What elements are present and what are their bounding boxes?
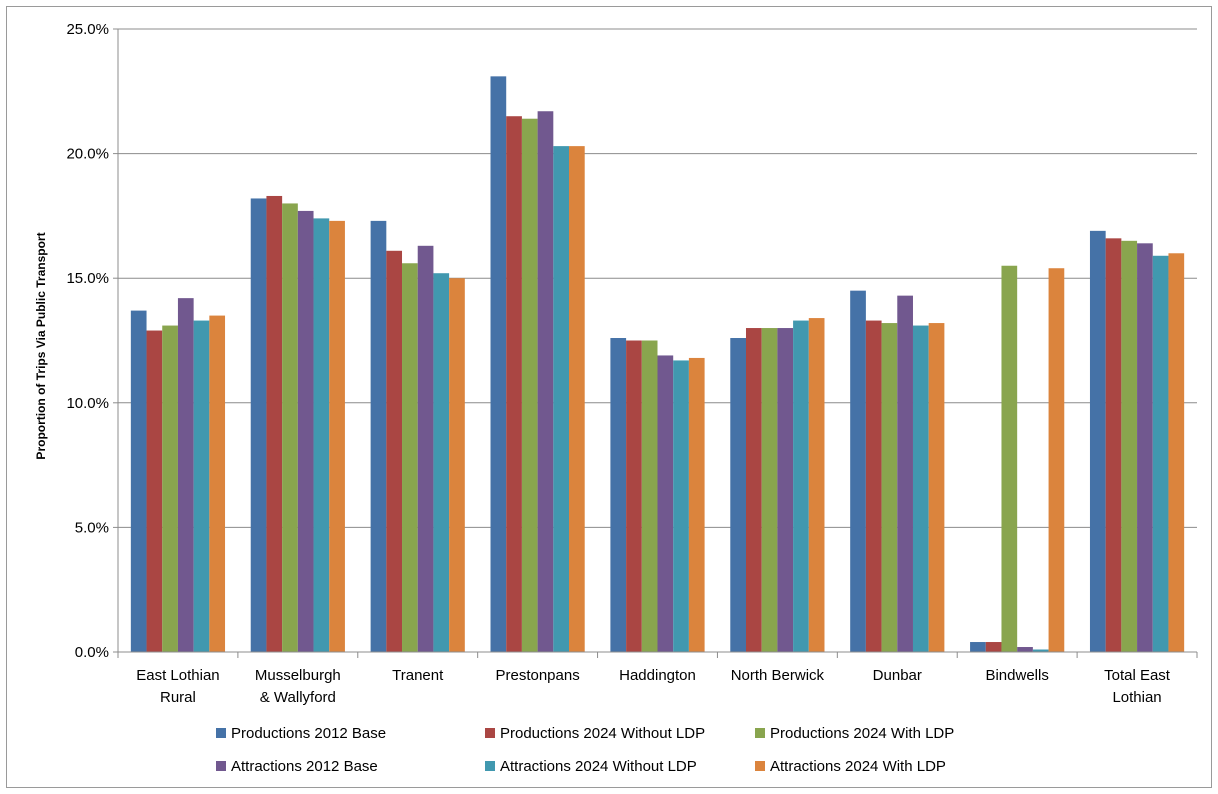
legend-label: Attractions 2024 Without LDP (500, 758, 697, 775)
bar (912, 325, 929, 652)
legend-label: Attractions 2024 With LDP (770, 758, 946, 775)
bars-group (130, 76, 1185, 653)
chart-frame: 0.0% 5.0% 10.0% 15.0% 20.0% 25.0% East Lothia… (6, 6, 1212, 788)
bar (808, 318, 825, 652)
x-category-label: Tranent (392, 667, 444, 684)
x-category-label: Total East Lothian (1104, 667, 1171, 706)
bar (897, 295, 913, 652)
bar (329, 220, 345, 652)
legend-swatch (755, 728, 765, 738)
legend-label: Productions 2024 With LDP (770, 725, 954, 742)
bar (506, 116, 522, 653)
bar (402, 263, 418, 652)
bar (297, 210, 314, 653)
bar (537, 111, 554, 653)
legend-label: Attractions 2012 Base (231, 758, 378, 775)
y-tick-label: 5.0% (75, 519, 109, 536)
bar (850, 290, 866, 652)
bar (130, 310, 147, 652)
bar (569, 146, 585, 652)
legend-item: Attractions 2024 Without LDP (485, 758, 697, 775)
y-tick-label: 0.0% (75, 644, 109, 661)
legend-item: Productions 2024 Without LDP (485, 725, 705, 742)
bar (1105, 238, 1122, 652)
x-category-label: Dunbar (873, 667, 922, 684)
bar (1089, 230, 1106, 652)
legend-label: Productions 2024 Without LDP (500, 725, 705, 742)
bar (641, 340, 658, 652)
bar (417, 245, 434, 653)
bar (610, 338, 627, 652)
y-tick-label: 10.0% (66, 395, 109, 412)
bar (490, 76, 507, 653)
bar (1152, 255, 1169, 652)
bar (673, 360, 689, 652)
bar (177, 298, 194, 652)
bar (282, 203, 298, 652)
x-category-labels: East Lothian Rural Musselburgh & Wallyford T… (136, 667, 1171, 706)
legend-swatch (216, 728, 226, 738)
x-category-label: Haddington (619, 667, 696, 684)
x-category-label: North Berwick (731, 667, 825, 684)
legend-label: Productions 2012 Base (231, 725, 386, 742)
bar (1017, 647, 1033, 652)
bar (1001, 265, 1018, 652)
bar (985, 642, 1002, 652)
bar (1137, 243, 1153, 652)
legend-swatch (485, 728, 495, 738)
legend-item: Productions 2012 Base (216, 725, 386, 742)
legend-item: Productions 2024 With LDP (755, 725, 954, 742)
y-tick-label: 25.0% (66, 21, 109, 38)
x-category-label: Musselburgh & Wallyford (255, 667, 341, 706)
legend: Productions 2012 Base Productions 2024 Wi… (216, 725, 954, 775)
legend-swatch (755, 761, 765, 771)
bar (761, 328, 778, 652)
bar (865, 320, 882, 652)
legend-item: Attractions 2012 Base (216, 758, 378, 775)
bar (521, 118, 538, 652)
bar (1032, 649, 1049, 652)
bar (386, 250, 403, 653)
bar (881, 323, 898, 652)
bar (146, 330, 163, 652)
y-tick-labels: 0.0% 5.0% 10.0% 15.0% 20.0% 25.0% (66, 21, 109, 661)
bar (688, 357, 705, 652)
bar (209, 315, 226, 652)
bar (1168, 253, 1185, 652)
chart-svg: 0.0% 5.0% 10.0% 15.0% 20.0% 25.0% East Lothia… (34, 21, 1198, 775)
bar (730, 338, 746, 652)
legend-swatch (485, 761, 495, 771)
bar (553, 146, 570, 652)
bar (433, 273, 450, 652)
legend-swatch (216, 761, 226, 771)
bar (745, 328, 762, 652)
bar (928, 323, 945, 652)
bar (370, 220, 387, 652)
bar (193, 320, 210, 652)
bar (657, 355, 674, 652)
bar (793, 320, 809, 652)
bar (777, 328, 794, 652)
y-tick-label: 20.0% (66, 146, 109, 163)
y-axis-label: Proportion of Trips Via Public Transport (34, 232, 48, 459)
bar (162, 325, 178, 652)
bar (313, 218, 330, 652)
bar (1121, 240, 1138, 652)
x-category-label: East Lothian Rural (136, 667, 219, 706)
bar (250, 198, 267, 652)
y-tick-label: 15.0% (66, 270, 109, 287)
x-category-label: Prestonpans (495, 667, 579, 684)
bar (266, 195, 283, 652)
bar (449, 278, 465, 652)
bar (970, 642, 986, 652)
legend-item: Attractions 2024 With LDP (755, 758, 946, 775)
axes-group (113, 28, 1198, 658)
bar (1048, 268, 1065, 652)
bar (626, 340, 642, 652)
x-category-label: Bindwells (985, 667, 1048, 684)
